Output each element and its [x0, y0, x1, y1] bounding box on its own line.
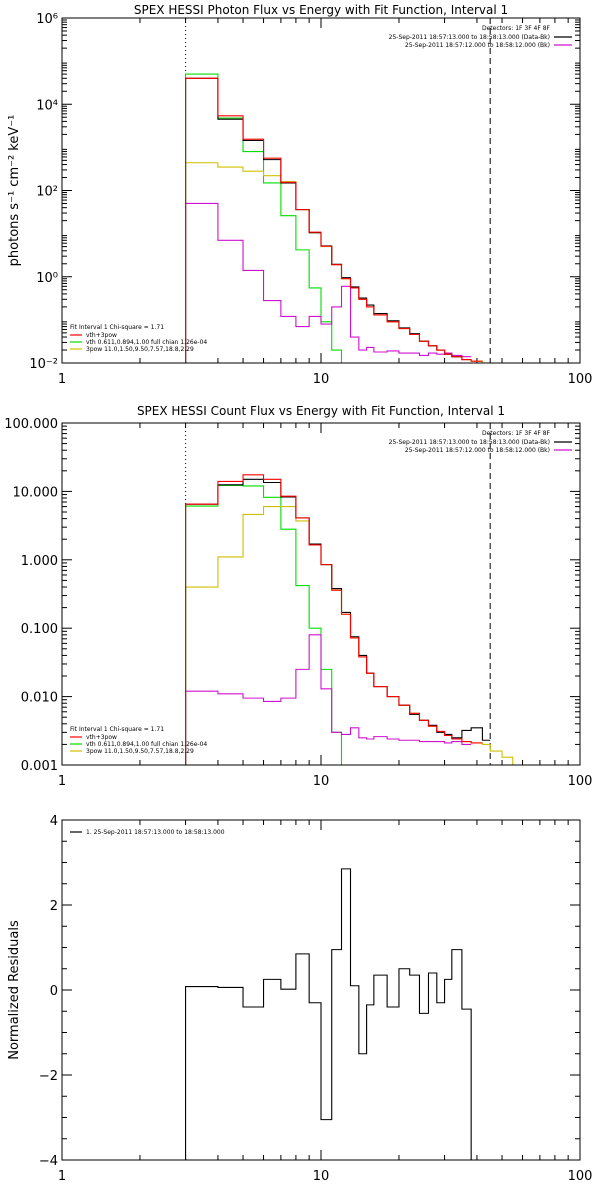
- count-flux-panel: SPEX HESSI Count Flux vs Energy with Fit…: [4, 404, 592, 789]
- photon-flux-panel: SPEX HESSI Photon Flux vs Energy with Fi…: [7, 3, 592, 387]
- x-tick-label: 10: [313, 372, 330, 387]
- fit-legend-header: Fit Interval 1 Chi-square = 1.71: [70, 324, 164, 331]
- fit-legend-label: 3pow 11.0,1.50,9.50,7.57,18.8,2.29: [86, 346, 194, 353]
- y-tick-label: 0: [50, 984, 58, 999]
- plot-frame: [61, 422, 581, 766]
- y-tick-label: 0.001: [21, 759, 58, 774]
- legend-header: Detectors: 1F 3F 4F 8F: [482, 430, 551, 437]
- fit-legend-label: vth 0.611,0.894,1.00 full chian 1.26e-04: [86, 339, 207, 346]
- y-tick-label: 1.000: [21, 554, 58, 569]
- x-tick-label: 100: [568, 774, 593, 789]
- series-data-line: [185, 77, 472, 363]
- residuals-panel: Normalized Residuals 1 10 100 −4 −2 0 2 4 1. 25-S…: [7, 814, 592, 1184]
- y-tick-label: −4: [39, 1154, 58, 1169]
- series-residuals-line: [185, 868, 472, 1160]
- fit-legend-label: vth+3pow: [86, 332, 117, 339]
- series-vth-3pow-line: [185, 77, 483, 363]
- y-tick-label: 10²: [36, 185, 58, 200]
- fit-legend-label: vth+3pow: [86, 734, 117, 741]
- y-tick-label: 10⁻²: [29, 357, 58, 372]
- x-tick-label: 1: [58, 774, 66, 789]
- legend-header: Detectors: 1F 3F 4F 8F: [482, 25, 551, 32]
- x-tick-label: 10: [313, 774, 330, 789]
- y-tick-label: 10⁴: [36, 98, 58, 113]
- series-group: [185, 474, 524, 765]
- y-tick-label: 2: [50, 899, 58, 914]
- fit-legend-label: 3pow 11.0,1.50,9.50,7.57,18.8,2.29: [86, 748, 194, 755]
- x-tick-label: 100: [568, 1169, 593, 1184]
- y-axis-label: photons s⁻¹ cm⁻² keV⁻¹: [7, 115, 22, 267]
- legend-entry-label: 25-Sep-2011 18:57:13.000 to 18:58:13.000…: [389, 439, 550, 446]
- y-tick-label: 0.010: [21, 691, 58, 706]
- y-tick-label: 10⁶: [36, 12, 58, 27]
- series-vth-line: [185, 73, 343, 363]
- y-tick-label: 10.000: [13, 485, 59, 500]
- y-tick-label: 0.100: [21, 622, 58, 637]
- fit-legend-label: vth 0.611,0.894,1.00 full chian 1.26e-04: [86, 741, 207, 748]
- y-tick-label: 100.000: [4, 417, 58, 432]
- x-tick-label: 1: [58, 1169, 66, 1184]
- fit-legend-header: Fit Interval 1 Chi-square = 1.71: [70, 726, 164, 733]
- series-vth-line: [185, 484, 343, 765]
- x-tick-label: 100: [568, 372, 593, 387]
- legend-entry-label: 1. 25-Sep-2011 18:57:13.000 to 18:58:13.…: [86, 829, 225, 836]
- plot-frame: [61, 17, 581, 364]
- chart-title: SPEX HESSI Photon Flux vs Energy with Fi…: [134, 3, 508, 17]
- series-data-line: [185, 478, 491, 765]
- y-tick-label: 4: [50, 814, 58, 829]
- y-axis-label: Normalized Residuals: [7, 920, 22, 1060]
- series-bk-line: [185, 202, 472, 363]
- legend-entry-label: 25-Sep-2011 18:57:12.000 to 18:58:12.000…: [405, 447, 550, 454]
- plot-frame: [61, 819, 581, 1161]
- legend-entry-label: 25-Sep-2011 18:57:12.000 to 18:58:12.000…: [405, 42, 550, 49]
- x-tick-label: 10: [313, 1169, 330, 1184]
- series-bk-line: [185, 634, 472, 765]
- y-tick-label: 10⁰: [36, 271, 58, 286]
- chart-title: SPEX HESSI Count Flux vs Energy with Fit…: [137, 404, 505, 418]
- series-3pow-line: [185, 506, 524, 765]
- series-3pow-line: [185, 162, 491, 363]
- x-tick-label: 1: [58, 372, 66, 387]
- series-group: [185, 73, 491, 363]
- series-vth-3pow-line: [185, 474, 483, 765]
- y-tick-label: −2: [39, 1069, 58, 1084]
- legend-entry-label: 25-Sep-2011 18:57:13.000 to 18:58:13.000…: [389, 34, 550, 41]
- series-group: [185, 868, 472, 1160]
